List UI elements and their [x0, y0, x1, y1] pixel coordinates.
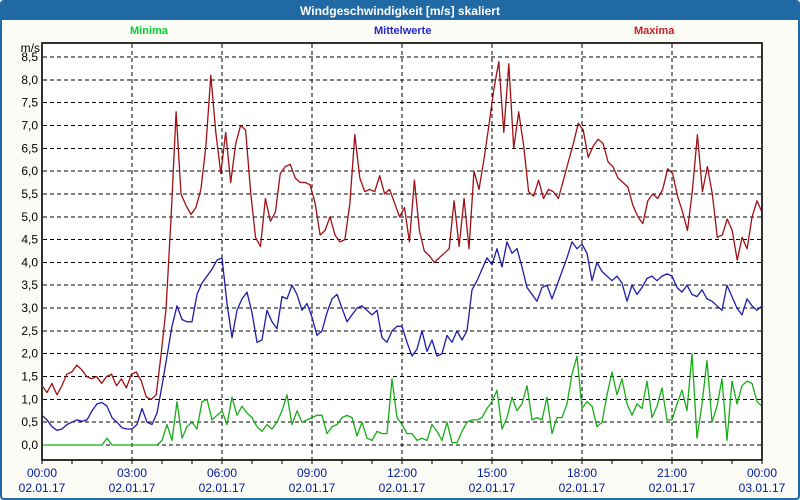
x-tick-date: 02.01.17 — [199, 481, 246, 495]
y-tick-label: 2,5 — [21, 324, 38, 338]
x-tick-date: 02.01.17 — [109, 481, 156, 495]
x-tick-date: 02.01.17 — [559, 481, 606, 495]
y-tick-label: 4,0 — [21, 255, 38, 269]
x-tick-time: 18:00 — [567, 466, 597, 480]
y-tick-label: 1,5 — [21, 370, 38, 384]
y-tick-label: 6,0 — [21, 164, 38, 178]
y-tick-label: 3,5 — [21, 278, 38, 292]
x-tick-time: 15:00 — [477, 466, 507, 480]
y-tick-label: 5,5 — [21, 187, 38, 201]
x-tick-time: 12:00 — [387, 466, 417, 480]
y-tick-label: 8,0 — [21, 73, 38, 87]
y-tick-label: 3,0 — [21, 301, 38, 315]
series-layer — [43, 60, 761, 446]
x-tick-time: 06:00 — [207, 466, 237, 480]
series-mittelwerte-line — [43, 241, 761, 432]
x-tick-time: 03:00 — [117, 466, 147, 480]
x-tick-date: 02.01.17 — [379, 481, 426, 495]
y-tick-label: 0,0 — [21, 438, 38, 452]
x-tick-time: 21:00 — [657, 466, 687, 480]
window-title-bar: Windgeschwindigkeit [m/s] skaliert — [2, 2, 798, 20]
legend-mittelwerte: Mittelwerte — [374, 25, 432, 37]
legend-maxima: Maxima — [634, 25, 675, 37]
x-tick-time: 00:00 — [747, 466, 777, 480]
series-minima-line — [43, 353, 761, 446]
y-tick-label: 2,0 — [21, 347, 38, 361]
y-tick-label: 5,0 — [21, 210, 38, 224]
x-tick-time: 00:00 — [27, 466, 57, 480]
series-maxima-line — [43, 60, 761, 401]
window-title: Windgeschwindigkeit [m/s] skaliert — [300, 4, 500, 18]
x-tick-time: 09:00 — [297, 466, 327, 480]
axis-label-layer: 0,0 0,5 1,0 1,5 2,0 2,5 3,0 3,5 4,0 4,5 5,0 5,5 6,0 6… — [19, 50, 786, 495]
x-tick-date: 02.01.17 — [649, 481, 696, 495]
y-tick-label: 7,5 — [21, 96, 38, 110]
x-tick-date: 02.01.17 — [19, 481, 66, 495]
y-tick-label: 4,5 — [21, 233, 38, 247]
y-tick-label: 7,0 — [21, 118, 38, 132]
grid-layer — [41, 42, 763, 464]
y-axis-unit: m/s — [21, 41, 40, 55]
x-tick-date: 02.01.17 — [289, 481, 336, 495]
legend-minima: Minima — [130, 25, 168, 37]
x-tick-date: 03.01.17 — [739, 481, 786, 495]
x-tick-date: 02.01.17 — [469, 481, 516, 495]
y-tick-label: 6,5 — [21, 141, 38, 155]
y-tick-label: 0,5 — [21, 415, 38, 429]
y-tick-label: 8,5 — [21, 50, 38, 64]
y-tick-label: 1,0 — [21, 392, 38, 406]
